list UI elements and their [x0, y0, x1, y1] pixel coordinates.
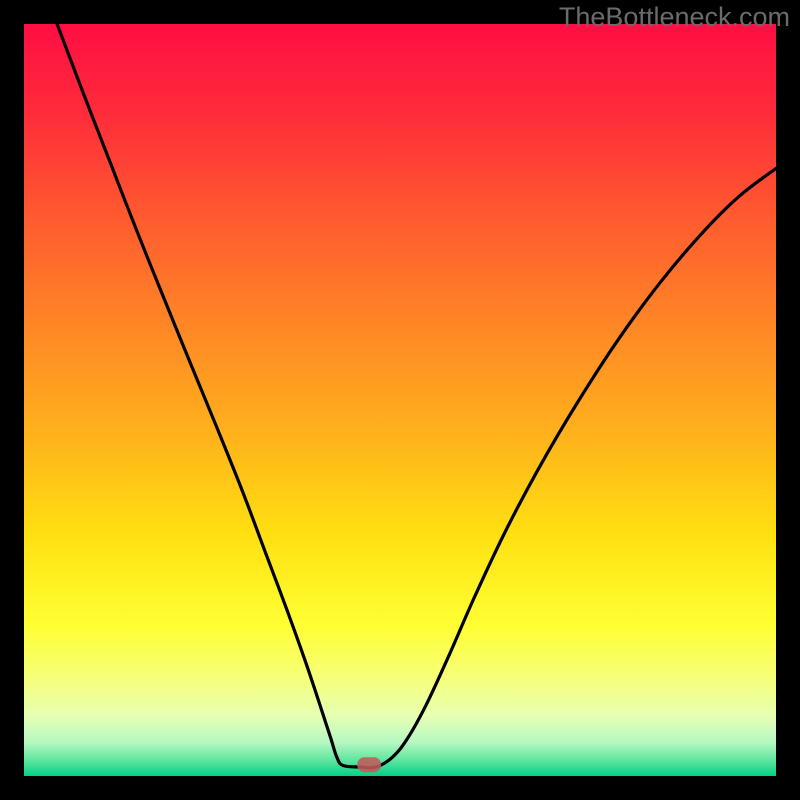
gradient-plot-area — [24, 24, 776, 776]
chart-frame — [0, 0, 800, 800]
watermark-text: TheBottleneck.com — [559, 2, 790, 33]
chart-root: TheBottleneck.com — [0, 0, 800, 800]
